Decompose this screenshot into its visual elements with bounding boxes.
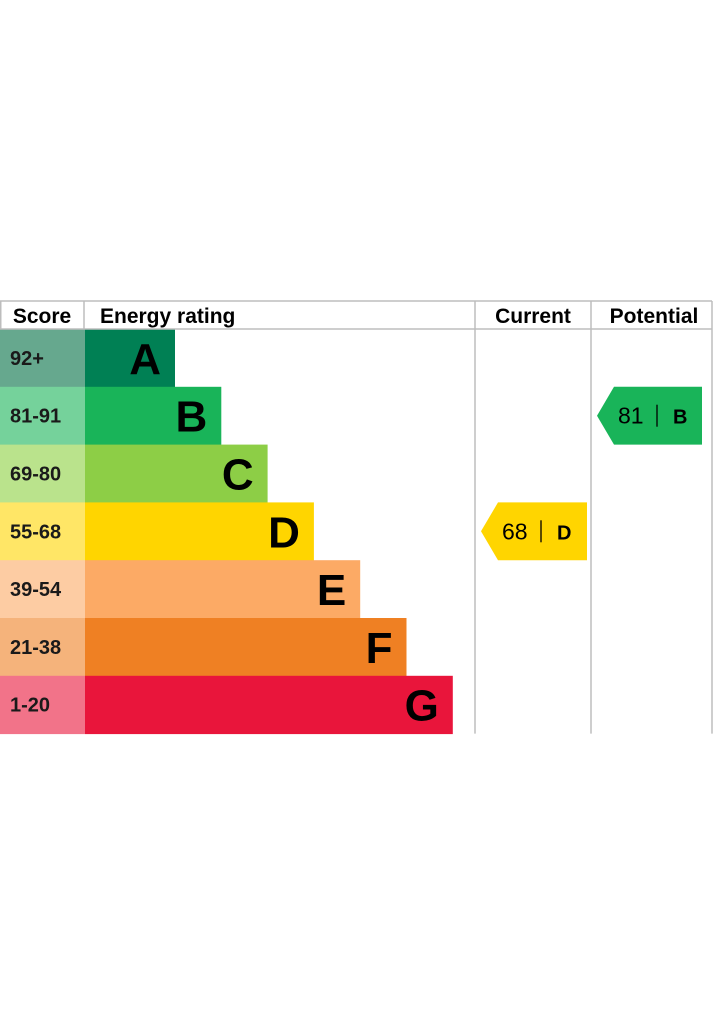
potential-header: Potential: [610, 305, 699, 328]
score-cell-b: [0, 386, 85, 446]
score-cell-g: [0, 675, 85, 735]
current-rating-tag-band: D: [557, 522, 571, 544]
rating-letter-c: C: [222, 451, 254, 500]
score-header: Score: [13, 305, 71, 328]
score-label-a: 92+: [10, 348, 44, 370]
score-label-f: 21-38: [10, 637, 61, 659]
rating-letter-e: E: [317, 566, 346, 615]
rating-bar-c: [85, 444, 268, 503]
current-rating-tag: 68 D: [481, 502, 587, 561]
score-cell-f: [0, 618, 85, 677]
score-column: 92+ 81-91 69-80 55-68 39-54 21-38 1-20: [0, 329, 85, 735]
potential-rating-tag-band: B: [673, 407, 687, 429]
score-cell-a: [0, 329, 85, 388]
rating-bar-a: [85, 329, 175, 388]
potential-rating-tag: 81 B: [597, 386, 702, 445]
rating-letter-a: A: [129, 335, 161, 384]
rating-letter-d: D: [268, 508, 300, 557]
score-label-b: 81-91: [10, 406, 61, 428]
rating-letter-f: F: [366, 624, 393, 673]
energy-rating-header: Energy rating: [100, 305, 235, 328]
rating-letter-b: B: [176, 393, 208, 442]
rating-letter-g: G: [405, 682, 439, 731]
potential-rating-tag-arrow: [597, 386, 702, 445]
score-cell-c: [0, 444, 85, 503]
score-label-g: 1-20: [10, 695, 50, 717]
rating-bar-f: [85, 618, 407, 677]
score-label-d: 55-68: [10, 521, 61, 543]
current-rating-tag-value: 68: [502, 518, 528, 544]
score-cell-e: [0, 560, 85, 619]
potential-rating-tag-value: 81: [618, 403, 644, 429]
score-cell-d: [0, 502, 85, 561]
rating-bar-d: [85, 502, 314, 561]
rating-bar-e: [85, 560, 361, 619]
table-grid: [0, 300, 713, 734]
rating-bar-g: [85, 675, 453, 735]
table-headers: Score Energy rating Current Potential: [13, 305, 699, 328]
rating-tags: 68 D 81 B: [481, 386, 702, 561]
score-label-c: 69-80: [10, 464, 61, 486]
rating-bar-b: [85, 386, 222, 446]
current-rating-tag-arrow: [481, 502, 587, 561]
score-label-e: 39-54: [10, 579, 62, 601]
current-header: Current: [495, 305, 571, 328]
